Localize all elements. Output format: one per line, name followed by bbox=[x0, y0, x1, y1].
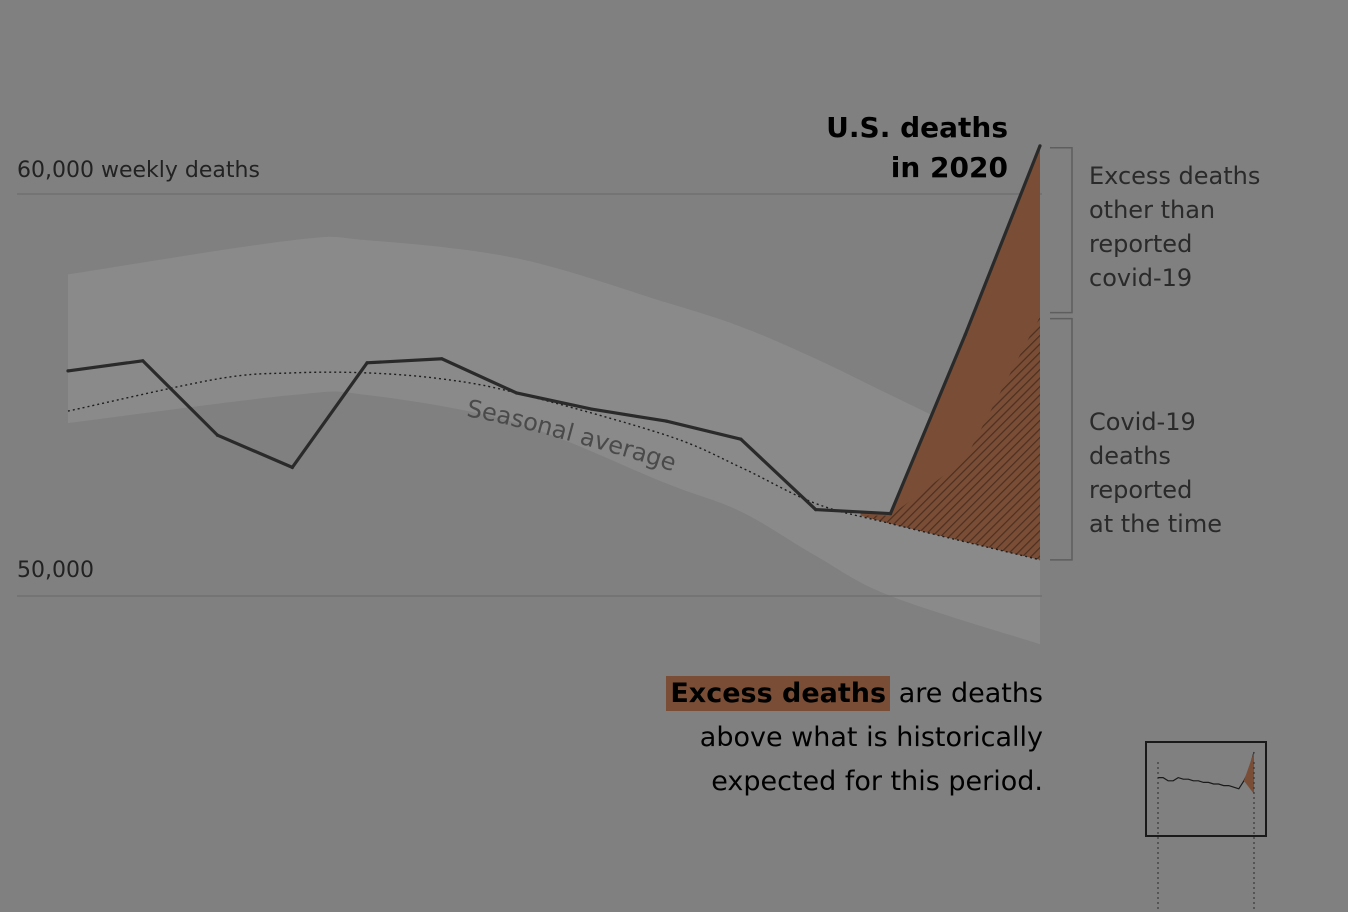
minimap-line bbox=[1158, 751, 1255, 790]
series-title-line-2: in 2020 bbox=[890, 151, 1008, 184]
us-deaths-2020-point bbox=[66, 369, 70, 373]
y-tick-label-50000: 50,000 bbox=[17, 558, 94, 583]
bracket-label-covid-reported-line: at the time bbox=[1089, 510, 1222, 538]
us-deaths-2020-point bbox=[589, 407, 594, 411]
bracket-label-covid-reported-line: Covid-19 bbox=[1089, 408, 1196, 436]
explainer-line-1-rest: are deaths bbox=[890, 678, 1043, 709]
us-deaths-2020-point bbox=[440, 357, 444, 361]
us-deaths-2020-point bbox=[664, 419, 668, 423]
bracket-label-excess-other-line: covid-19 bbox=[1089, 264, 1193, 292]
us-deaths-2020-point bbox=[515, 391, 519, 395]
series-title-line-1: U.S. deaths bbox=[826, 111, 1008, 144]
seasonal-average-line bbox=[67, 371, 1041, 561]
us-deaths-2020-point bbox=[141, 359, 145, 363]
series-title: U.S. deaths in 2020 bbox=[826, 108, 1008, 188]
explainer-line-1: Excess deaths are deaths bbox=[666, 672, 1043, 716]
bracket-label-covid-reported-line: deaths bbox=[1089, 442, 1171, 470]
explainer-line-2: above what is historically bbox=[699, 722, 1043, 753]
us-deaths-2020-point bbox=[739, 437, 743, 441]
explainer-highlight: Excess deaths bbox=[666, 676, 891, 711]
us-deaths-2020-point bbox=[888, 511, 893, 516]
bracket-label-covid-reported-line: reported bbox=[1089, 476, 1193, 504]
explainer-line-3: expected for this period. bbox=[711, 766, 1043, 797]
bracket-label-excess-other: Excess deaths other than reported covid-… bbox=[1089, 159, 1329, 295]
bracket-label-excess-other-line: other than bbox=[1089, 196, 1216, 224]
us-deaths-2020-point bbox=[963, 333, 967, 337]
covid-reported-deaths-area bbox=[860, 316, 1040, 560]
us-deaths-2020-point bbox=[290, 465, 294, 469]
historical-range-band bbox=[68, 236, 1040, 645]
us-deaths-2020-point bbox=[814, 508, 818, 512]
bracket-label-excess-other-line: reported bbox=[1089, 230, 1193, 258]
bracket-covid-reported bbox=[1050, 317, 1073, 561]
minimap-frame bbox=[1145, 741, 1267, 837]
y-tick-label-60000: 60,000 weekly deaths bbox=[17, 158, 260, 183]
bracket-excess-other bbox=[1050, 147, 1073, 314]
excess-deaths-explainer: Excess deaths are deaths above what is h… bbox=[666, 672, 1043, 804]
us-deaths-2020-line bbox=[67, 145, 1042, 516]
minimap-excess-area bbox=[1243, 752, 1254, 794]
us-deaths-2020-point bbox=[365, 361, 369, 365]
bracket-label-covid-reported: Covid-19 deaths reported at the time bbox=[1089, 405, 1329, 541]
us-deaths-2020-point bbox=[215, 433, 220, 437]
bracket-label-excess-other-line: Excess deaths bbox=[1089, 162, 1261, 190]
us-deaths-2020-point bbox=[1038, 144, 1042, 148]
